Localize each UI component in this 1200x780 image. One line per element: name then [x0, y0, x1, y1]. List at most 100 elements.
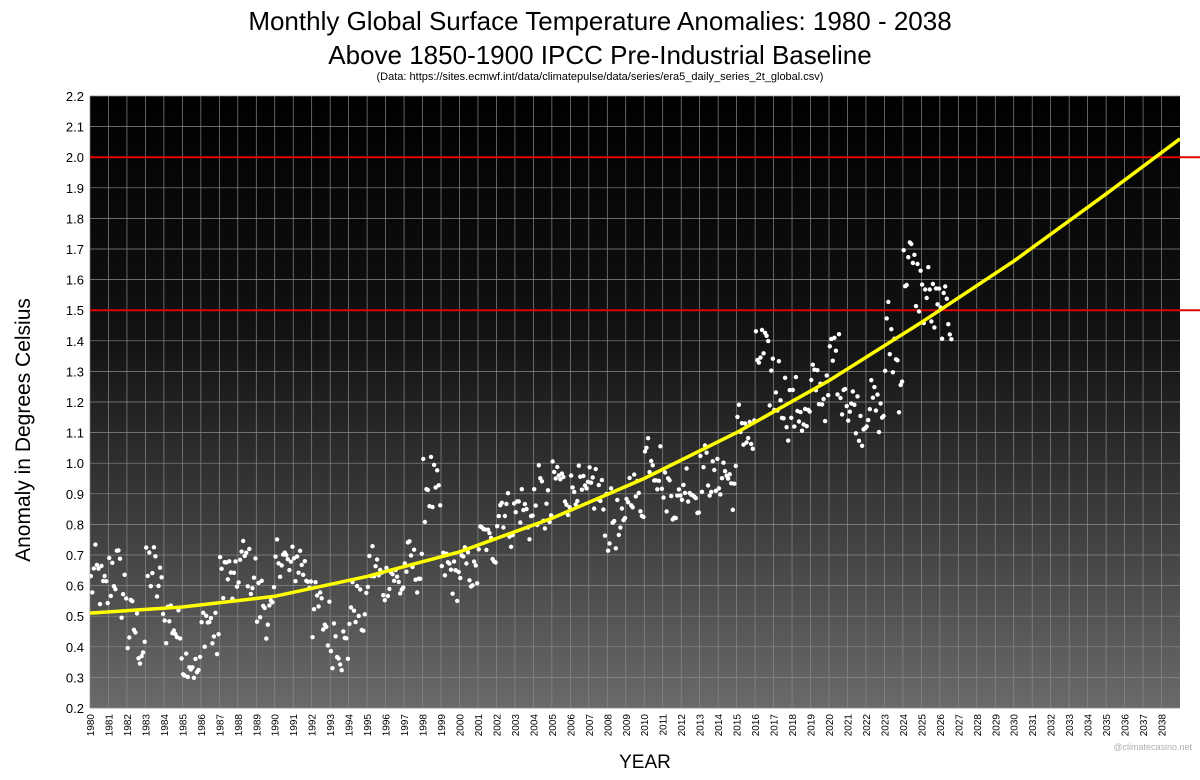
data-point	[470, 583, 475, 588]
data-point	[94, 562, 100, 568]
data-point	[596, 482, 601, 488]
data-point	[532, 487, 537, 492]
data-point	[793, 374, 799, 380]
data-point	[154, 594, 160, 599]
data-point	[832, 335, 837, 340]
data-point	[108, 593, 114, 599]
data-point	[842, 386, 848, 392]
data-point	[735, 414, 740, 420]
data-point	[430, 504, 435, 510]
data-point	[364, 590, 369, 596]
x-tick-label: 1986	[197, 714, 208, 737]
x-tick-label: 2017	[770, 714, 781, 737]
x-tick-label: 1998	[419, 714, 430, 737]
data-point	[353, 619, 358, 625]
data-point	[705, 483, 711, 488]
x-tick-label: 2012	[677, 714, 688, 737]
data-point	[804, 424, 809, 429]
data-point	[207, 619, 212, 625]
data-point	[505, 491, 511, 496]
y-tick-label: 0.8	[66, 517, 84, 532]
data-point	[398, 591, 403, 596]
data-point	[419, 551, 424, 556]
x-tick-label: 2000	[455, 714, 466, 737]
data-point	[456, 569, 461, 575]
x-tick-label: 1991	[289, 714, 300, 737]
data-point	[778, 398, 783, 403]
data-point	[160, 611, 166, 617]
y-axis-label: Anomaly in Degrees Celsius	[12, 298, 35, 562]
data-point	[869, 378, 874, 383]
data-point	[725, 476, 731, 481]
x-tick-label: 2002	[492, 714, 503, 737]
data-point	[217, 554, 223, 560]
data-point	[847, 409, 852, 414]
data-point	[564, 502, 569, 507]
data-point	[946, 322, 951, 327]
data-point	[279, 563, 284, 568]
data-point	[391, 578, 397, 583]
data-point	[784, 425, 789, 430]
y-tick-label: 1.9	[66, 181, 84, 196]
x-tick-label: 2025	[917, 714, 928, 737]
x-tick-label: 1984	[160, 714, 171, 737]
data-point	[196, 667, 201, 673]
data-point	[898, 382, 903, 388]
data-point	[411, 547, 417, 552]
data-point	[254, 619, 260, 624]
data-point	[630, 505, 635, 510]
data-point	[798, 409, 803, 415]
data-point	[590, 475, 595, 480]
data-point	[939, 336, 945, 341]
x-tick-label: 2011	[659, 714, 670, 736]
data-point	[204, 613, 209, 618]
data-point	[732, 481, 737, 486]
data-point	[912, 252, 917, 257]
data-point	[524, 506, 529, 512]
data-point	[932, 325, 937, 330]
data-point	[835, 392, 840, 397]
data-point	[465, 550, 471, 555]
x-tick-label: 2030	[1010, 714, 1021, 737]
data-point	[616, 532, 621, 538]
data-point	[715, 456, 720, 462]
data-point	[294, 554, 300, 559]
data-point	[404, 569, 409, 574]
data-point	[476, 547, 481, 552]
data-point	[345, 656, 351, 661]
data-point	[750, 446, 755, 451]
data-point	[421, 456, 426, 462]
data-point	[256, 580, 261, 586]
data-point	[253, 556, 258, 561]
data-point	[584, 486, 589, 491]
data-point	[201, 610, 206, 615]
x-tick-label: 1981	[104, 714, 115, 737]
data-point	[588, 480, 594, 485]
data-point	[701, 465, 706, 470]
data-point	[838, 395, 843, 401]
data-point	[742, 421, 748, 426]
data-point	[438, 503, 443, 508]
data-point	[930, 281, 936, 287]
data-point	[758, 355, 763, 360]
data-point	[361, 628, 366, 633]
data-point	[202, 644, 207, 649]
data-point	[270, 600, 275, 605]
data-point	[839, 412, 845, 417]
data-point	[394, 574, 400, 579]
data-point	[373, 564, 378, 569]
data-point	[164, 641, 169, 646]
data-point	[555, 464, 560, 470]
data-point	[418, 576, 423, 581]
data-point	[401, 585, 406, 590]
data-point	[458, 575, 463, 581]
data-point	[696, 510, 702, 515]
data-point	[475, 581, 480, 586]
y-tick-label: 0.5	[66, 609, 84, 624]
data-point	[607, 541, 612, 546]
data-point	[581, 473, 586, 479]
data-point	[370, 544, 375, 549]
data-point	[890, 370, 896, 375]
y-tick-label: 1.6	[66, 273, 84, 288]
